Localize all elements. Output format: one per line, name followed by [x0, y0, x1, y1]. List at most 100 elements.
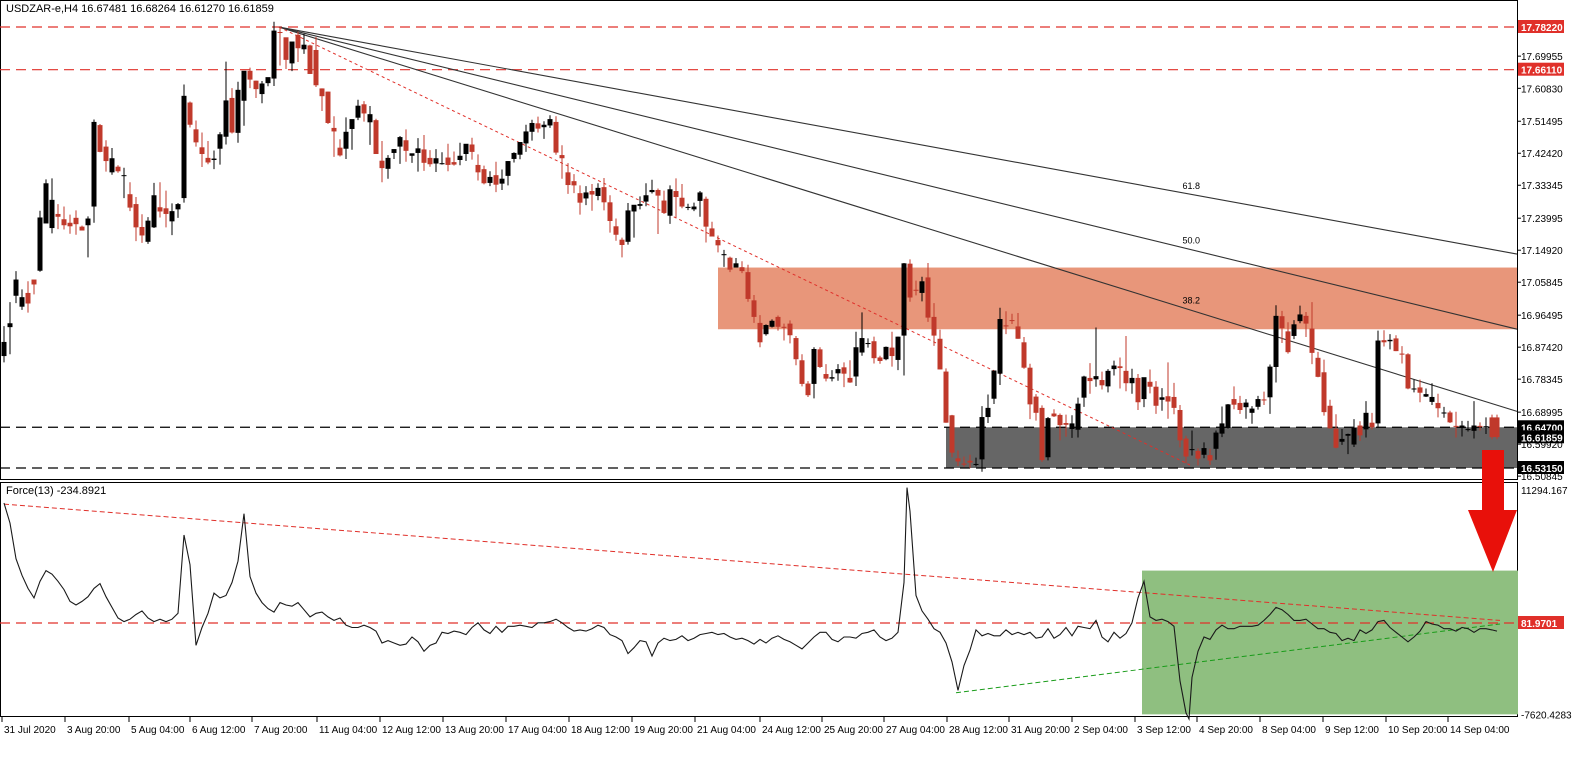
candle-body: [1459, 425, 1465, 428]
candle-body: [121, 175, 127, 177]
candle-body: [409, 153, 415, 156]
candle-body: [1423, 394, 1429, 397]
force-index-line: [3, 487, 1498, 721]
price-tick-label: 16.96495: [1521, 311, 1563, 322]
candle-body: [1249, 408, 1255, 413]
candle-body: [1189, 449, 1195, 451]
time-tick-label: 17 Aug 04:00: [508, 725, 567, 736]
candle-body: [43, 183, 49, 224]
time-tick-label: 31 Aug 20:00: [1011, 725, 1070, 736]
price-tick-label: 16.78345: [1521, 375, 1563, 386]
candle-body: [511, 152, 517, 159]
candle-body: [859, 338, 865, 353]
candle-body: [631, 204, 637, 212]
price-tick-label: 16.59920: [1521, 440, 1563, 451]
fib-fan-label: 50.0: [1183, 236, 1201, 246]
candle-body: [241, 70, 247, 101]
candle-body: [55, 213, 61, 217]
candle-body: [1015, 326, 1021, 339]
candle-body: [835, 369, 841, 374]
candle-body: [349, 119, 355, 129]
candle-body: [1381, 340, 1387, 343]
price-level-tag: [1518, 62, 1564, 76]
candle-body: [31, 279, 37, 285]
candle-body: [751, 300, 757, 317]
candle-body: [301, 44, 307, 50]
candle-body: [937, 338, 943, 370]
candle-body: [679, 197, 685, 207]
candle-body: [1351, 427, 1357, 445]
candle-body: [403, 140, 409, 151]
candle-body: [37, 217, 43, 271]
candle-body: [1201, 448, 1207, 455]
candle-body: [661, 200, 667, 213]
candle-body: [1333, 428, 1339, 448]
candle-body: [811, 348, 817, 384]
candle-body: [1435, 402, 1441, 409]
candle-body: [799, 360, 805, 384]
candle-body: [1099, 380, 1105, 386]
candle-body: [931, 316, 937, 336]
candle-body: [1411, 388, 1417, 390]
candle-body: [1093, 376, 1099, 380]
candle-body: [1165, 396, 1171, 402]
candle-body: [1303, 315, 1309, 324]
candle-body: [169, 211, 175, 222]
candle-body: [703, 198, 709, 227]
candle-body: [373, 120, 379, 155]
price-tick-label: 17.33345: [1521, 181, 1563, 192]
candle-body: [607, 202, 613, 222]
candle-body: [457, 155, 463, 161]
candle-body: [1399, 353, 1405, 355]
candle-body: [115, 166, 121, 172]
candle-body: [847, 377, 853, 383]
candle-body: [841, 367, 847, 374]
candle-body: [1105, 370, 1111, 387]
candle-body: [919, 281, 925, 293]
candle-body: [193, 129, 199, 143]
candle-body: [493, 175, 499, 185]
candle-body: [1261, 399, 1267, 401]
candle-body: [181, 95, 187, 199]
candle-body: [343, 131, 349, 149]
candle-body: [439, 163, 445, 165]
candle-body: [637, 204, 643, 206]
candle-body: [223, 100, 229, 137]
candle-body: [85, 218, 91, 226]
candle-body: [871, 341, 877, 359]
candle-body: [1321, 372, 1327, 413]
candle-body: [1285, 331, 1291, 353]
candle-body: [1027, 367, 1033, 405]
candle-body: [805, 383, 811, 396]
candle-body: [523, 131, 529, 144]
price-tick-label: 16.50845: [1521, 472, 1563, 483]
candle-body: [247, 70, 253, 80]
candle-body: [949, 415, 955, 453]
time-tick-label: 10 Sep 20:00: [1388, 725, 1448, 736]
candle-body: [865, 343, 871, 345]
candle-body: [1183, 438, 1189, 457]
candle-body: [487, 176, 493, 183]
candle-body: [925, 277, 931, 318]
candle-body: [1471, 425, 1477, 431]
candle-body: [1111, 365, 1117, 370]
candle-body: [319, 88, 325, 97]
candle-body: [433, 158, 439, 164]
time-tick-label: 14 Sep 04:00: [1450, 725, 1510, 736]
candle-body: [19, 297, 25, 307]
candle-body: [361, 104, 367, 114]
time-tick-label: 21 Aug 04:00: [697, 725, 756, 736]
price-tick-label: 17.14920: [1521, 246, 1563, 257]
candle-body: [505, 161, 511, 176]
candle-body: [175, 204, 181, 210]
candle-body: [1465, 429, 1471, 431]
time-tick-label: 4 Sep 20:00: [1199, 725, 1253, 736]
candle-body: [1297, 314, 1303, 322]
time-tick-label: 28 Aug 12:00: [949, 725, 1008, 736]
candle-body: [1273, 315, 1279, 367]
candle-body: [145, 220, 151, 242]
candle-body: [67, 222, 73, 227]
candle-body: [1393, 338, 1399, 352]
candle-body: [187, 102, 193, 125]
